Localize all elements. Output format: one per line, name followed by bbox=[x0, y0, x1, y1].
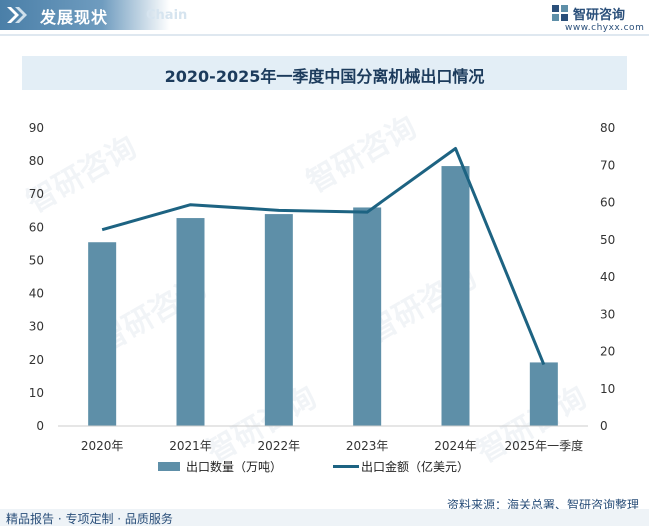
right-tick-label: 40 bbox=[600, 270, 615, 284]
bar-0 bbox=[88, 242, 117, 426]
legend: 出口数量（万吨） 出口金额（亿美元） bbox=[0, 458, 649, 476]
brand-url: www.chyxx.com bbox=[565, 23, 645, 33]
left-tick-label: 70 bbox=[29, 187, 44, 201]
section-title: 发展现状 bbox=[40, 8, 109, 27]
header-banner: 发展现状 Chain bbox=[0, 0, 187, 30]
legend-bar-swatch bbox=[158, 462, 180, 471]
left-tick-label: 50 bbox=[29, 253, 44, 267]
bar-1 bbox=[176, 218, 205, 426]
x-axis: 2020年 2021年 2022年 2023年 2024年 2025年一季度 bbox=[81, 438, 583, 453]
bar-4 bbox=[441, 166, 470, 427]
section-subtitle: Chain bbox=[146, 8, 188, 23]
right-tick-label: 70 bbox=[600, 158, 615, 172]
left-tick-label: 90 bbox=[29, 121, 44, 135]
legend-line-swatch bbox=[333, 465, 359, 468]
right-tick-label: 20 bbox=[600, 345, 615, 359]
x-tick-label: 2021年 bbox=[169, 439, 212, 453]
left-tick-label: 0 bbox=[36, 419, 44, 433]
footer: 精品报告 · 专项定制 · 品质服务 bbox=[0, 509, 649, 526]
left-tick-label: 10 bbox=[29, 386, 44, 400]
chart-title: 2020-2025年一季度中国分离机械出口情况 bbox=[164, 67, 485, 86]
legend-label: 出口数量（万吨） bbox=[186, 460, 283, 474]
left-axis: 0 10 20 30 40 50 60 70 80 90 bbox=[29, 121, 44, 433]
brand-name: 智研咨询 bbox=[573, 8, 626, 23]
x-tick-label: 2020年 bbox=[81, 439, 124, 453]
left-tick-label: 30 bbox=[29, 320, 44, 334]
chevron-arrows-icon bbox=[7, 7, 27, 23]
left-tick-label: 80 bbox=[29, 154, 44, 168]
left-tick-label: 20 bbox=[29, 353, 44, 367]
chart-title-band: 2020-2025年一季度中国分离机械出口情况 bbox=[22, 56, 627, 90]
legend-label: 出口金额（亿美元） bbox=[361, 460, 470, 474]
line-series bbox=[101, 146, 546, 366]
bar-5 bbox=[529, 362, 558, 426]
right-tick-label: 30 bbox=[600, 307, 615, 321]
x-tick-label: 2024年 bbox=[434, 439, 477, 453]
header-divider bbox=[0, 34, 649, 36]
right-tick-label: 80 bbox=[600, 121, 615, 135]
page-header: 发展现状 Chain 智研咨询 www.chyxx.com bbox=[0, 0, 649, 37]
right-tick-label: 60 bbox=[600, 196, 615, 210]
right-tick-label: 50 bbox=[600, 233, 615, 247]
right-axis: 0 10 20 30 40 50 60 70 80 bbox=[600, 121, 615, 433]
bar-2 bbox=[264, 214, 293, 426]
x-tick-label: 2025年一季度 bbox=[505, 438, 584, 453]
left-tick-label: 60 bbox=[29, 220, 44, 234]
brand-logo-icon bbox=[552, 5, 568, 21]
x-tick-label: 2022年 bbox=[258, 439, 301, 453]
right-tick-label: 10 bbox=[600, 382, 615, 396]
bar-series bbox=[88, 166, 558, 427]
source-note: 资料来源：海关总署、智研咨询整理 bbox=[446, 498, 639, 512]
left-tick-label: 40 bbox=[29, 287, 44, 301]
right-tick-label: 0 bbox=[600, 419, 608, 433]
footer-text: 精品报告 · 专项定制 · 品质服务 bbox=[6, 512, 173, 526]
combo-chart: 0 10 20 30 40 50 60 70 80 90 0 10 20 30 40 50 60 70 80 20… bbox=[29, 121, 616, 453]
x-tick-label: 2023年 bbox=[346, 439, 389, 453]
bar-3 bbox=[353, 207, 382, 426]
brand: 智研咨询 www.chyxx.com bbox=[551, 3, 645, 37]
